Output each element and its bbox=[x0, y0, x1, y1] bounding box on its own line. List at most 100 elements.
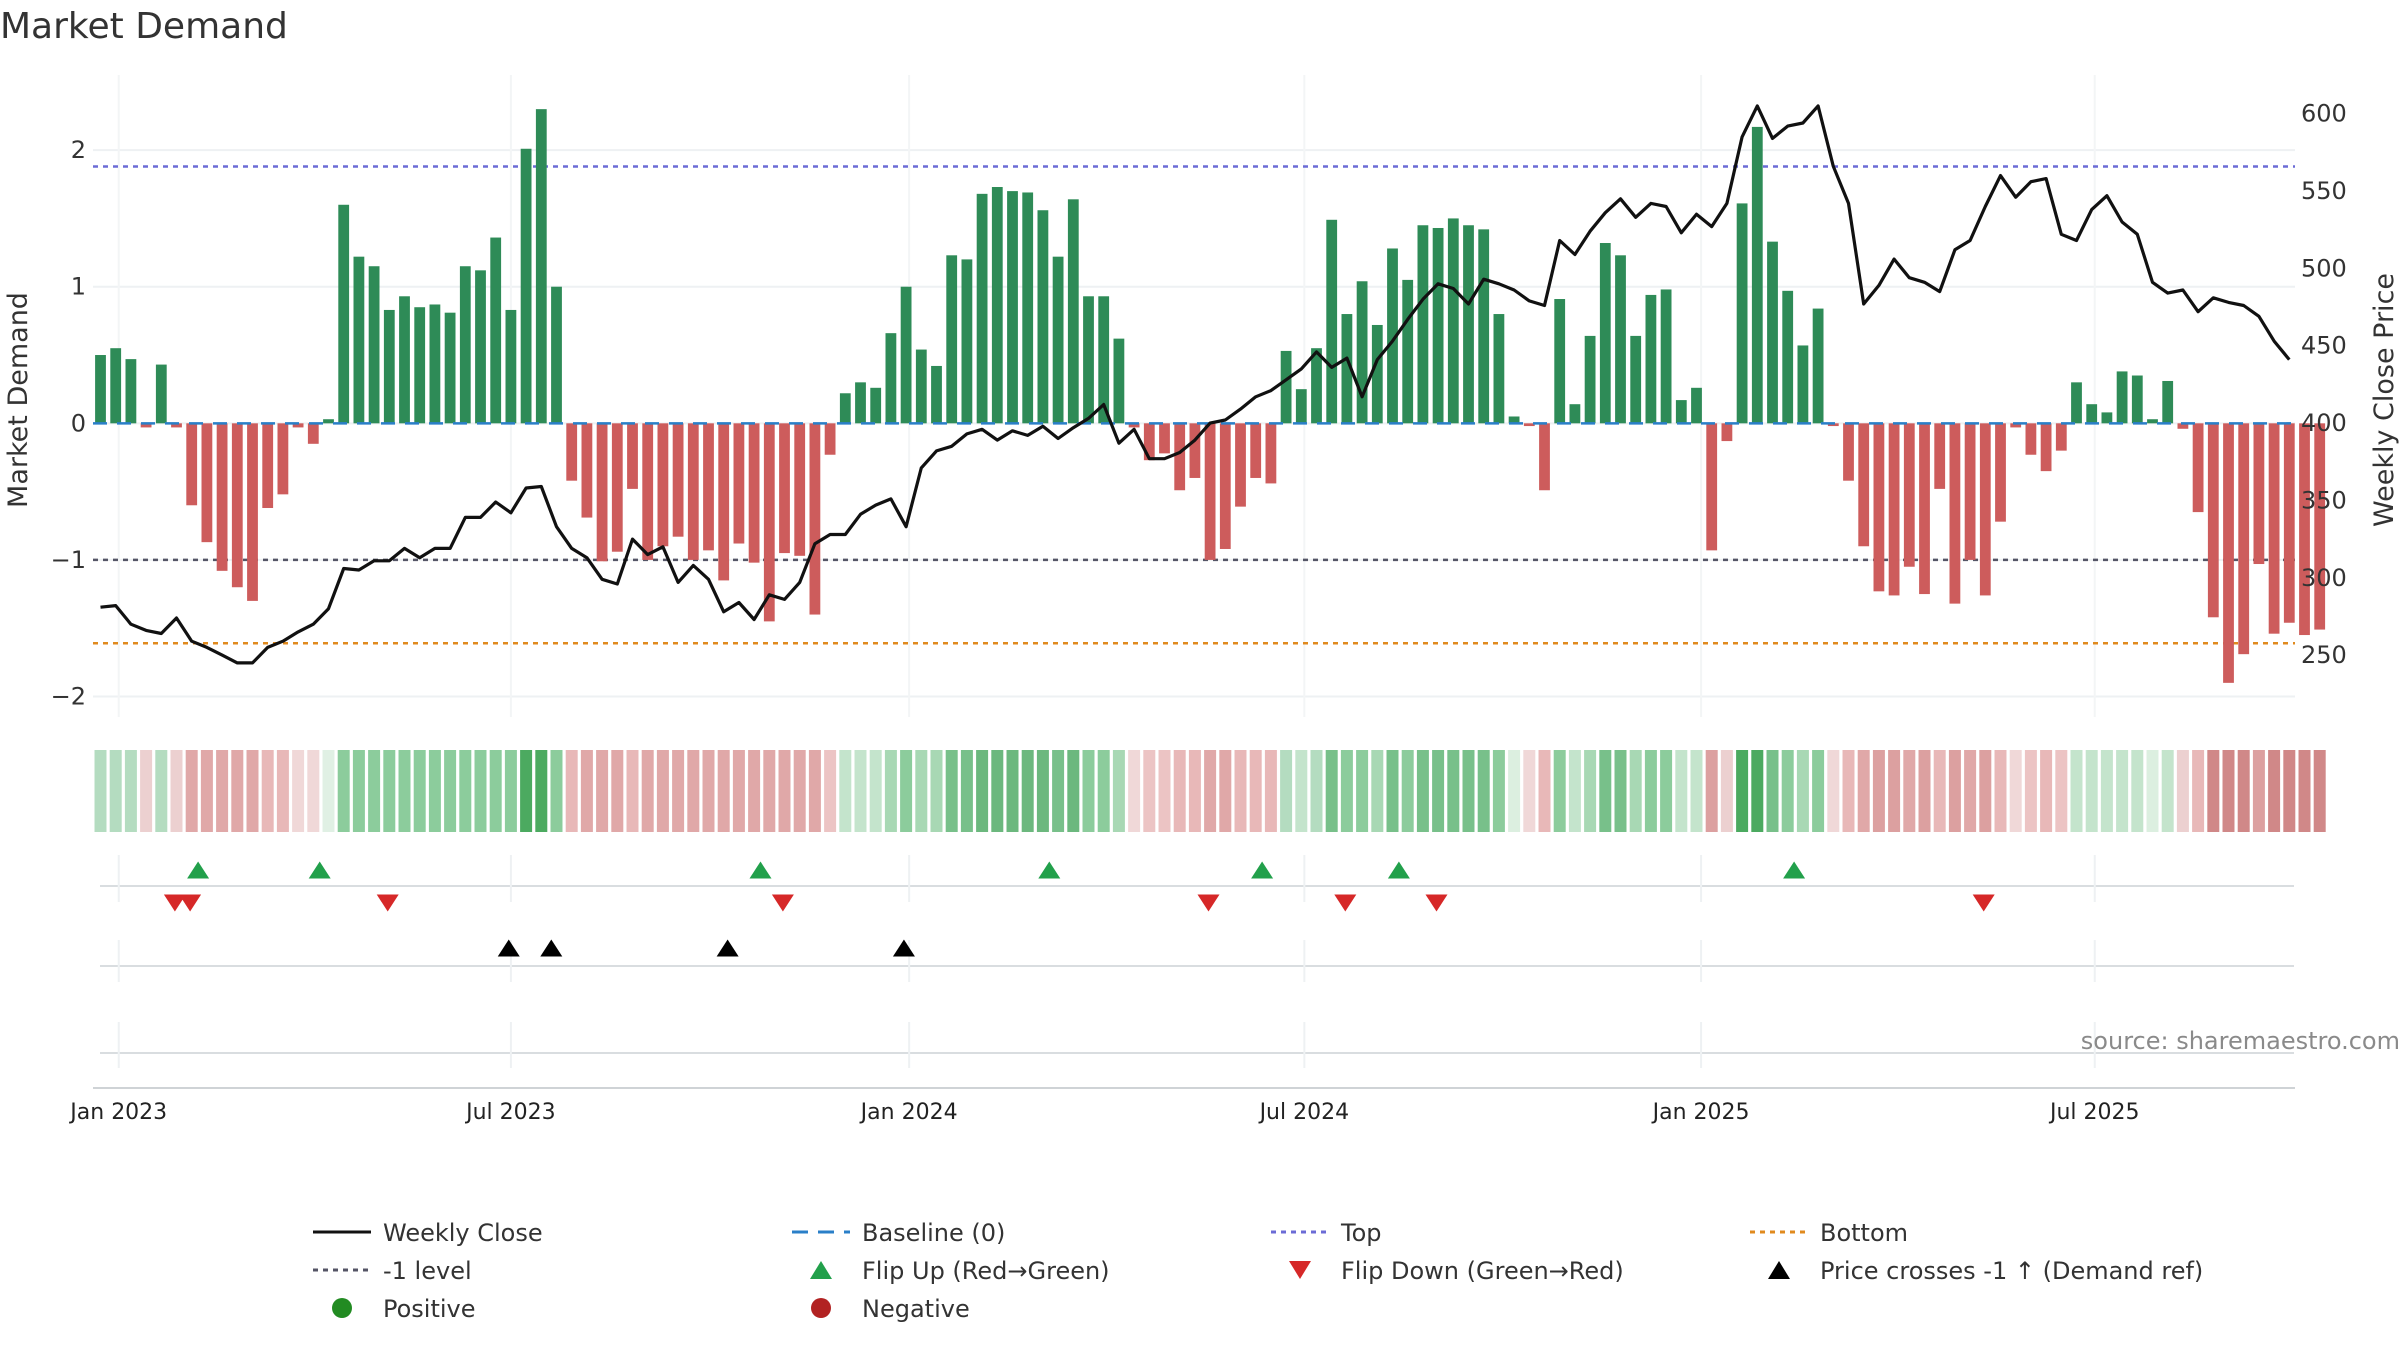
state-cell bbox=[626, 750, 639, 832]
state-cell bbox=[1416, 750, 1429, 832]
state-cell bbox=[383, 750, 396, 832]
y2-tick-label: 250 bbox=[2301, 641, 2347, 669]
legend-label: Bottom bbox=[1820, 1219, 1908, 1247]
state-cell bbox=[1599, 750, 1612, 832]
flip-up-marker bbox=[1387, 861, 1410, 879]
weekly-close-line bbox=[100, 104, 2291, 665]
state-cell bbox=[2055, 750, 2068, 832]
lane-gridlines bbox=[117, 855, 2096, 1068]
state-cell bbox=[1538, 750, 1551, 832]
source-label: source: sharemaestro.com bbox=[2081, 1027, 2400, 1055]
demand-bar-positive bbox=[2116, 371, 2128, 424]
y-tick-label: 0 bbox=[71, 409, 86, 437]
state-cell bbox=[2070, 750, 2083, 832]
y2-tick-label: 450 bbox=[2301, 332, 2347, 360]
demand-bar-positive bbox=[855, 382, 866, 424]
demand-bar-negative bbox=[2253, 423, 2265, 565]
demand-bar-negative bbox=[1995, 423, 2006, 522]
price-cross-marker bbox=[892, 939, 915, 957]
state-cell bbox=[1036, 750, 1049, 832]
state-cell bbox=[1842, 750, 1855, 832]
state-cell bbox=[261, 750, 274, 832]
demand-bar-positive bbox=[1113, 338, 1125, 424]
demand-bar-negative bbox=[2207, 423, 2219, 618]
demand-bar-positive bbox=[1417, 225, 1429, 424]
demand-bar-negative bbox=[1706, 423, 1718, 551]
date-tick-label: Jul 2025 bbox=[2048, 1100, 2140, 1125]
state-cell bbox=[1781, 750, 1794, 832]
demand-bar-negative bbox=[1979, 423, 1991, 596]
state-cell bbox=[1356, 750, 1369, 832]
demand-bar-negative bbox=[2299, 423, 2310, 636]
demand-bar-positive bbox=[1660, 289, 1672, 424]
legend: Weekly Close Baseline (0) Top Bottom -1 leve… bbox=[313, 1219, 2203, 1323]
demand-bar-positive bbox=[353, 256, 365, 424]
demand-bar-negative bbox=[1204, 423, 1216, 560]
flip-up-marker bbox=[1038, 861, 1061, 879]
state-cell bbox=[580, 750, 593, 832]
state-cell bbox=[641, 750, 654, 832]
state-cell bbox=[1736, 750, 1749, 832]
demand-bar-negative bbox=[1843, 423, 1854, 481]
demand-bar-negative bbox=[307, 423, 319, 444]
state-cell bbox=[1948, 750, 1961, 832]
state-cell bbox=[915, 750, 928, 832]
flip-up-marker bbox=[1251, 861, 1274, 879]
state-cell bbox=[2161, 750, 2174, 832]
demand-bar-positive bbox=[1280, 350, 1292, 424]
state-cell bbox=[1280, 750, 1293, 832]
state-cell bbox=[459, 750, 472, 832]
demand-bar-positive bbox=[885, 333, 897, 424]
state-cell bbox=[2298, 750, 2311, 832]
demand-bar-positive bbox=[1037, 210, 1049, 424]
demand-bar-positive bbox=[1326, 219, 1338, 424]
left-axis-ticks: 2 1 0 −1 −2 bbox=[51, 136, 86, 710]
state-cell bbox=[1751, 750, 1764, 832]
state-cell bbox=[2009, 750, 2022, 832]
demand-bar-negative bbox=[1189, 423, 1201, 478]
legend-swatch-flip-up bbox=[810, 1261, 832, 1279]
demand-bar-negative bbox=[809, 423, 821, 615]
state-cell bbox=[1082, 750, 1095, 832]
state-cell bbox=[1918, 750, 1931, 832]
demand-bar-positive bbox=[1691, 387, 1702, 424]
state-cell bbox=[1903, 750, 1916, 832]
demand-bar-positive bbox=[1569, 404, 1581, 424]
state-cell bbox=[778, 750, 791, 832]
demand-bar-negative bbox=[1235, 423, 1246, 507]
state-cell bbox=[231, 750, 244, 832]
date-tick-label: Jan 2025 bbox=[1651, 1100, 1750, 1125]
demand-bar-negative bbox=[1128, 423, 1140, 428]
demand-bar-negative bbox=[277, 423, 289, 495]
state-cell bbox=[185, 750, 198, 832]
flip-up-marker bbox=[1783, 861, 1806, 879]
demand-bar-positive bbox=[870, 387, 882, 424]
demand-bar-negative bbox=[186, 423, 198, 506]
state-cell bbox=[444, 750, 457, 832]
demand-bar-positive bbox=[535, 109, 547, 424]
state-cell bbox=[1188, 750, 1201, 832]
state-cell bbox=[565, 750, 578, 832]
state-cell bbox=[687, 750, 700, 832]
date-tick-label: Jul 2023 bbox=[464, 1100, 556, 1125]
state-cell bbox=[1264, 750, 1277, 832]
state-cell bbox=[1720, 750, 1733, 832]
demand-state-strip bbox=[94, 750, 2326, 832]
demand-bar-negative bbox=[794, 423, 806, 556]
state-cell bbox=[307, 750, 320, 832]
demand-bar-positive bbox=[1478, 229, 1490, 424]
demand-bar-positive bbox=[1493, 314, 1505, 424]
state-cell bbox=[1386, 750, 1399, 832]
state-cell bbox=[2085, 750, 2098, 832]
state-cell bbox=[1447, 750, 1460, 832]
state-cell bbox=[1432, 750, 1445, 832]
state-cell bbox=[1340, 750, 1353, 832]
demand-bar-positive bbox=[1782, 290, 1794, 424]
state-cell bbox=[1173, 750, 1186, 832]
state-cell bbox=[854, 750, 867, 832]
state-cell bbox=[1584, 750, 1597, 832]
demand-bar-negative bbox=[171, 423, 182, 428]
demand-bar-negative bbox=[2040, 423, 2052, 472]
flip-up-marker bbox=[308, 861, 331, 879]
state-cell bbox=[1888, 750, 1901, 832]
